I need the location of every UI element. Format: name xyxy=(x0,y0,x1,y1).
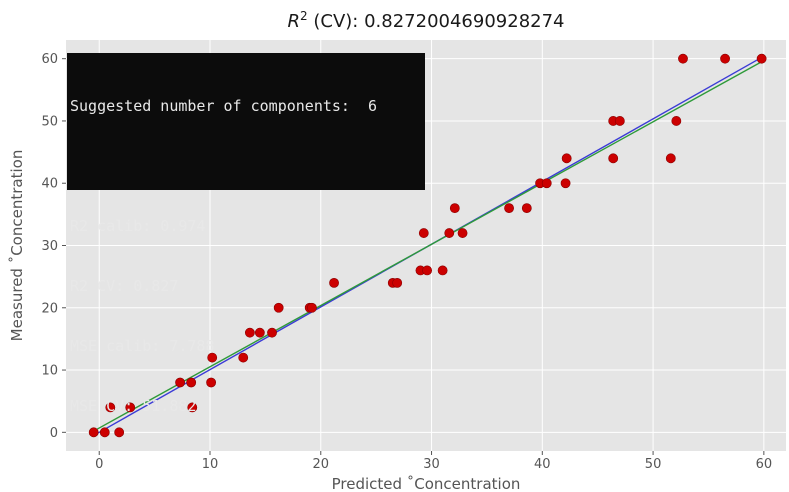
y-tick-label: 0 xyxy=(50,426,58,441)
data-point xyxy=(392,277,403,288)
r2-cv-text: R2 CV: 0.827 xyxy=(70,277,179,295)
data-point xyxy=(418,228,429,238)
data-point xyxy=(422,265,433,276)
data-point xyxy=(267,327,277,338)
fit-line xyxy=(93,61,762,432)
data-point xyxy=(88,427,99,438)
data-point xyxy=(206,377,217,388)
data-point xyxy=(244,327,255,338)
fit-lines xyxy=(93,56,762,437)
data-point xyxy=(105,402,116,413)
data-point xyxy=(671,116,682,126)
data-point xyxy=(608,153,619,164)
data-point xyxy=(665,153,676,164)
data-point xyxy=(521,203,532,214)
data-point xyxy=(457,228,468,238)
data-point xyxy=(756,53,767,64)
x-tick-label: 10 xyxy=(202,457,219,472)
y-tick-label: 30 xyxy=(41,239,58,254)
data-point xyxy=(187,402,198,413)
y-tick-label: 40 xyxy=(41,177,58,192)
suggested-components-text: Suggested number of components: 6 xyxy=(70,97,378,115)
mse-calib-text: MSE calib: 7.788 xyxy=(70,337,215,355)
data-point xyxy=(541,178,552,189)
y-tick-label: 10 xyxy=(41,364,58,379)
y-tick-label: 50 xyxy=(41,114,58,129)
chart-title-superscript: 2 xyxy=(300,9,308,23)
data-point xyxy=(444,228,455,238)
data-point xyxy=(175,377,185,388)
data-point xyxy=(99,427,110,438)
data-point xyxy=(504,203,514,214)
x-tick-label: 30 xyxy=(423,457,440,472)
scatter-points xyxy=(88,53,767,438)
chart-title-r: R xyxy=(288,11,301,32)
data-point xyxy=(720,53,730,64)
chart-title-value: (CV): 0.8272004690928274 xyxy=(308,11,565,32)
y-axis-label: Measured ˚Concentration xyxy=(8,150,26,342)
y-tick-label: 20 xyxy=(41,301,58,316)
data-point xyxy=(561,153,572,164)
data-point xyxy=(273,302,284,313)
tick-labels: 0 10 20 30 40 50 60 0 10 20 30 40 50 60 xyxy=(41,52,772,472)
data-point xyxy=(560,178,571,189)
data-point xyxy=(307,302,317,313)
data-point xyxy=(207,352,218,363)
y-tick-label: 60 xyxy=(41,52,58,67)
model-summary-box: Suggested number of components: 6 R2 cal… xyxy=(67,53,425,415)
chart-title: R2 (CV): 0.8272004690928274 xyxy=(288,9,565,32)
data-point xyxy=(614,116,625,126)
x-tick-label: 0 xyxy=(95,457,103,472)
mse-cv-text: MSE CV: 51.882 xyxy=(70,397,197,415)
data-point xyxy=(114,427,125,438)
x-tick-label: 60 xyxy=(756,457,773,472)
data-point xyxy=(437,265,448,276)
x-axis-label: Predicted ˚Concentration xyxy=(332,475,521,492)
data-point xyxy=(125,402,136,413)
data-point xyxy=(186,377,197,388)
data-point xyxy=(449,203,460,214)
x-tick-label: 40 xyxy=(534,457,551,472)
data-point xyxy=(329,277,339,288)
x-tick-label: 20 xyxy=(312,457,329,472)
r2-calib-text: R2 calib: 0.974 xyxy=(70,217,206,235)
data-point xyxy=(254,327,265,338)
x-tick-label: 50 xyxy=(645,457,662,472)
data-point xyxy=(238,352,249,363)
blank-line xyxy=(70,156,425,176)
data-point xyxy=(678,53,688,64)
